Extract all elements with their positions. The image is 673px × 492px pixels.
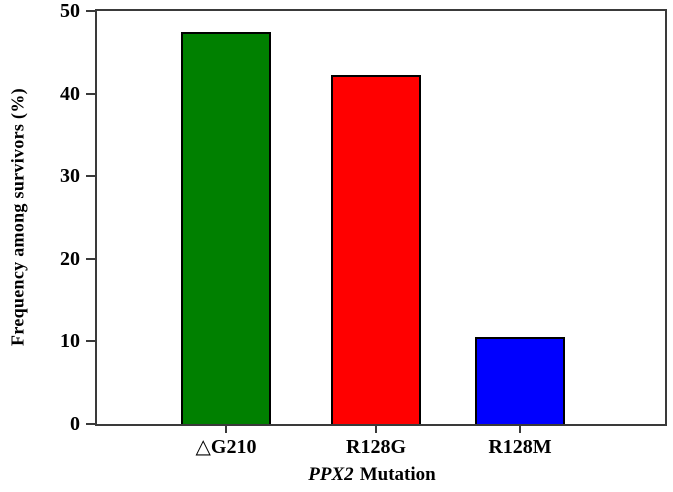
bar-g210 bbox=[181, 32, 271, 424]
x-axis-category-label: R128G bbox=[346, 436, 406, 458]
x-axis-tick-mark bbox=[519, 426, 521, 433]
x-axis-category-label: △G210 bbox=[195, 436, 257, 458]
y-axis-tick-mark bbox=[86, 175, 95, 178]
y-axis-tick-mark bbox=[86, 92, 95, 95]
x-axis-title-gene: PPX2 bbox=[308, 464, 354, 485]
x-axis-category-label: R128M bbox=[488, 436, 552, 458]
y-axis-tick-label: 20 bbox=[60, 247, 80, 270]
y-axis-tick-mark bbox=[86, 340, 95, 343]
x-axis-title: PPX2 Mutation bbox=[222, 463, 522, 487]
y-axis-title: Frequency among survivors (%) bbox=[7, 88, 28, 346]
y-axis-tick-mark bbox=[86, 10, 95, 12]
y-axis-tick-mark bbox=[86, 423, 95, 425]
y-axis-tick-label: 10 bbox=[60, 330, 80, 353]
bar-r128m bbox=[475, 337, 565, 424]
y-axis-tick-mark bbox=[86, 257, 95, 260]
y-axis-tick-label: 40 bbox=[60, 82, 80, 105]
x-axis-tick-mark bbox=[375, 426, 377, 433]
x-axis-tick-mark bbox=[225, 426, 227, 433]
x-axis-title-word: Mutation bbox=[359, 464, 436, 485]
y-axis-tick-label: 0 bbox=[70, 413, 80, 435]
y-axis-tick-label: 50 bbox=[60, 0, 80, 22]
y-axis-tick-label: 30 bbox=[60, 165, 80, 188]
plot-area bbox=[95, 9, 667, 426]
bar-r128g bbox=[331, 75, 421, 424]
